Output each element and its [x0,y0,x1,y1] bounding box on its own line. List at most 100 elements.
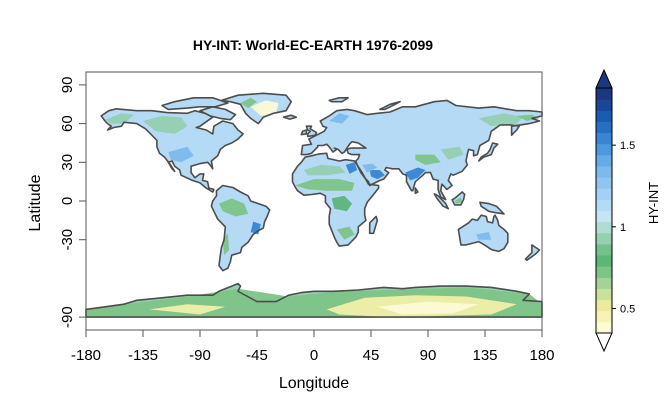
coastline-canadian-archipelago [161,97,229,111]
y-axis-title: Latitude [27,174,44,231]
colorbar-extend-bottom [595,332,613,353]
x-tick-label: 90 [420,347,437,364]
colorbar-segment [596,221,612,234]
coastline-ireland [300,129,308,136]
colorbar-segment [596,99,612,111]
colorbar-segment [596,199,612,211]
coastline-borneo [451,191,466,206]
coastline-novaya-zemlya [379,100,401,111]
field-patch-antarctica-pale [377,301,479,315]
y-tick-label: -90 [59,306,76,328]
field-patch-alaska-green [105,113,135,124]
field-patch-australia-blue [476,232,492,240]
field-patch-borneo-green [454,197,463,204]
coastline-africa [291,152,380,247]
colorbar-segment [596,121,612,134]
x-tick-label: 45 [363,347,380,364]
x-axis-title: Longitude [279,375,349,392]
y-tick-label: 90 [59,77,76,94]
coastline-svalbard [328,97,350,103]
coastline-new-guinea [479,201,505,215]
x-tick-label: -90 [189,347,211,364]
colorbar-segment [596,243,612,256]
coastline-sri-lanka [414,187,419,195]
colorbar-segment [596,288,612,301]
x-tick-label: 0 [310,347,318,364]
field-patch-siberia-green [478,113,523,127]
y-tick-label: 30 [59,154,76,171]
land-north-america [101,108,244,192]
field-patch-arabia-light [362,163,378,173]
field-patch-egypt-blue [345,162,358,174]
coastline-south-america [210,184,271,272]
colorbar-segment [596,154,612,167]
field-patch-congo-green [331,195,352,212]
field-patch-scandinavia-blue [329,113,350,124]
field-patch-greenland-green [240,97,257,109]
colorbar-segment [596,299,612,312]
colorbar-segment [596,143,612,156]
coastline-new-zealand [524,244,541,262]
field-patch-sahel-green [295,179,355,191]
field-patch-west-antarctica-yellow [149,304,226,315]
field-patch-us-blue [168,146,194,163]
colorbar-tick-label: 0.5 [620,304,635,316]
coastline-north-america [100,108,244,193]
colorbar-title: HY-INT [646,182,661,224]
x-tick-label: 135 [472,347,497,364]
x-tick-label: -135 [128,347,158,364]
x-tick-label: -45 [246,347,268,364]
field-patch-amazon-green [219,198,249,217]
y-tick-label: -30 [59,229,76,251]
coastline-iceland [282,114,298,120]
colorbar-segment [596,88,612,100]
land-eurasia [301,100,542,200]
coastline-madagascar [368,215,379,235]
y-tick-label: 60 [59,115,76,132]
x-tick-label: 180 [529,347,554,364]
colorbar-segment [596,232,612,245]
colorbar-segment [596,255,612,267]
coastline-australia [457,214,509,253]
field-patch-greenland-yellow [250,100,279,116]
coastline-greenland [220,92,293,125]
field-patch-south-africa-green [336,226,355,240]
colorbar: 0.5 1 1.5 [595,68,635,353]
colorbar-segment [596,110,612,122]
land-sumatra [434,193,449,209]
plot-title: HY-INT: World-EC-EARTH 1976-2099 [193,37,433,53]
colorbar-segment [596,210,612,223]
y-axis: -90 -30 0 30 60 90 [59,77,87,328]
plot-area [85,71,543,331]
colorbar-segment [596,310,612,323]
x-axis: -180 -135 -90 -45 0 45 90 135 180 [71,329,555,364]
y-tick-label: 0 [59,197,76,205]
colorbar-segment [596,188,612,200]
land-uk [306,126,317,137]
colorbar-segment [596,165,612,178]
field-patch-india-blue [405,167,426,181]
coastline-antarctica [85,282,543,318]
colorbar-frame [595,87,613,334]
field-patch-tibet-green [415,154,441,165]
coastline-baffin-island [199,106,237,121]
colorbar-tick-label: 1 [620,222,626,234]
x-tick-label: -180 [71,347,101,364]
colorbar-tick-label: 1.5 [620,140,635,152]
land-new-guinea [479,202,504,214]
colorbar-segment [596,177,612,189]
colorbar-segment [596,266,612,278]
colorbar-segment [596,277,612,289]
colorbar-segment [596,321,612,334]
coastlines [85,92,543,318]
coastline-japan [477,142,499,162]
field-patch-china-green [440,146,464,160]
colorbar-extend-top [595,68,613,89]
coastline-sumatra [433,193,450,210]
coastline-uk [305,125,318,138]
land-madagascar [369,216,378,234]
field-patch-arabia-blue [369,170,385,180]
coastline-eurasia [300,99,543,201]
colorbar-segment [596,132,612,145]
field-patch-sahara-green [303,164,346,176]
